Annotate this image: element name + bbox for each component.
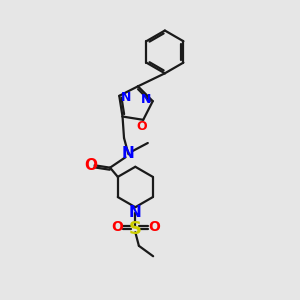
Text: N: N — [141, 93, 152, 106]
Text: S: S — [129, 220, 142, 238]
Text: N: N — [122, 146, 135, 161]
Text: O: O — [148, 220, 160, 234]
Text: O: O — [136, 120, 147, 133]
Text: N: N — [121, 91, 131, 104]
Text: N: N — [129, 205, 142, 220]
Text: O: O — [111, 220, 123, 234]
Text: O: O — [85, 158, 98, 173]
